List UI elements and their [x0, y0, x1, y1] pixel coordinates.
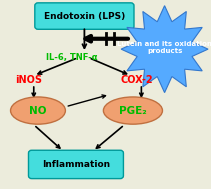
Text: PGE₂: PGE₂ — [119, 106, 147, 115]
FancyBboxPatch shape — [28, 150, 123, 179]
FancyBboxPatch shape — [35, 3, 134, 29]
Text: NO: NO — [29, 106, 47, 115]
Text: Lutein and its oxidation
products: Lutein and its oxidation products — [117, 40, 211, 54]
Ellipse shape — [11, 97, 65, 124]
Text: Inflammation: Inflammation — [42, 160, 110, 169]
Text: Endotoxin (LPS): Endotoxin (LPS) — [44, 12, 125, 21]
Text: iNOS: iNOS — [15, 75, 42, 85]
Ellipse shape — [103, 97, 162, 124]
Text: COX-2: COX-2 — [120, 75, 153, 85]
Polygon shape — [121, 6, 208, 93]
Text: IL-6, TNF-α: IL-6, TNF-α — [46, 53, 98, 62]
